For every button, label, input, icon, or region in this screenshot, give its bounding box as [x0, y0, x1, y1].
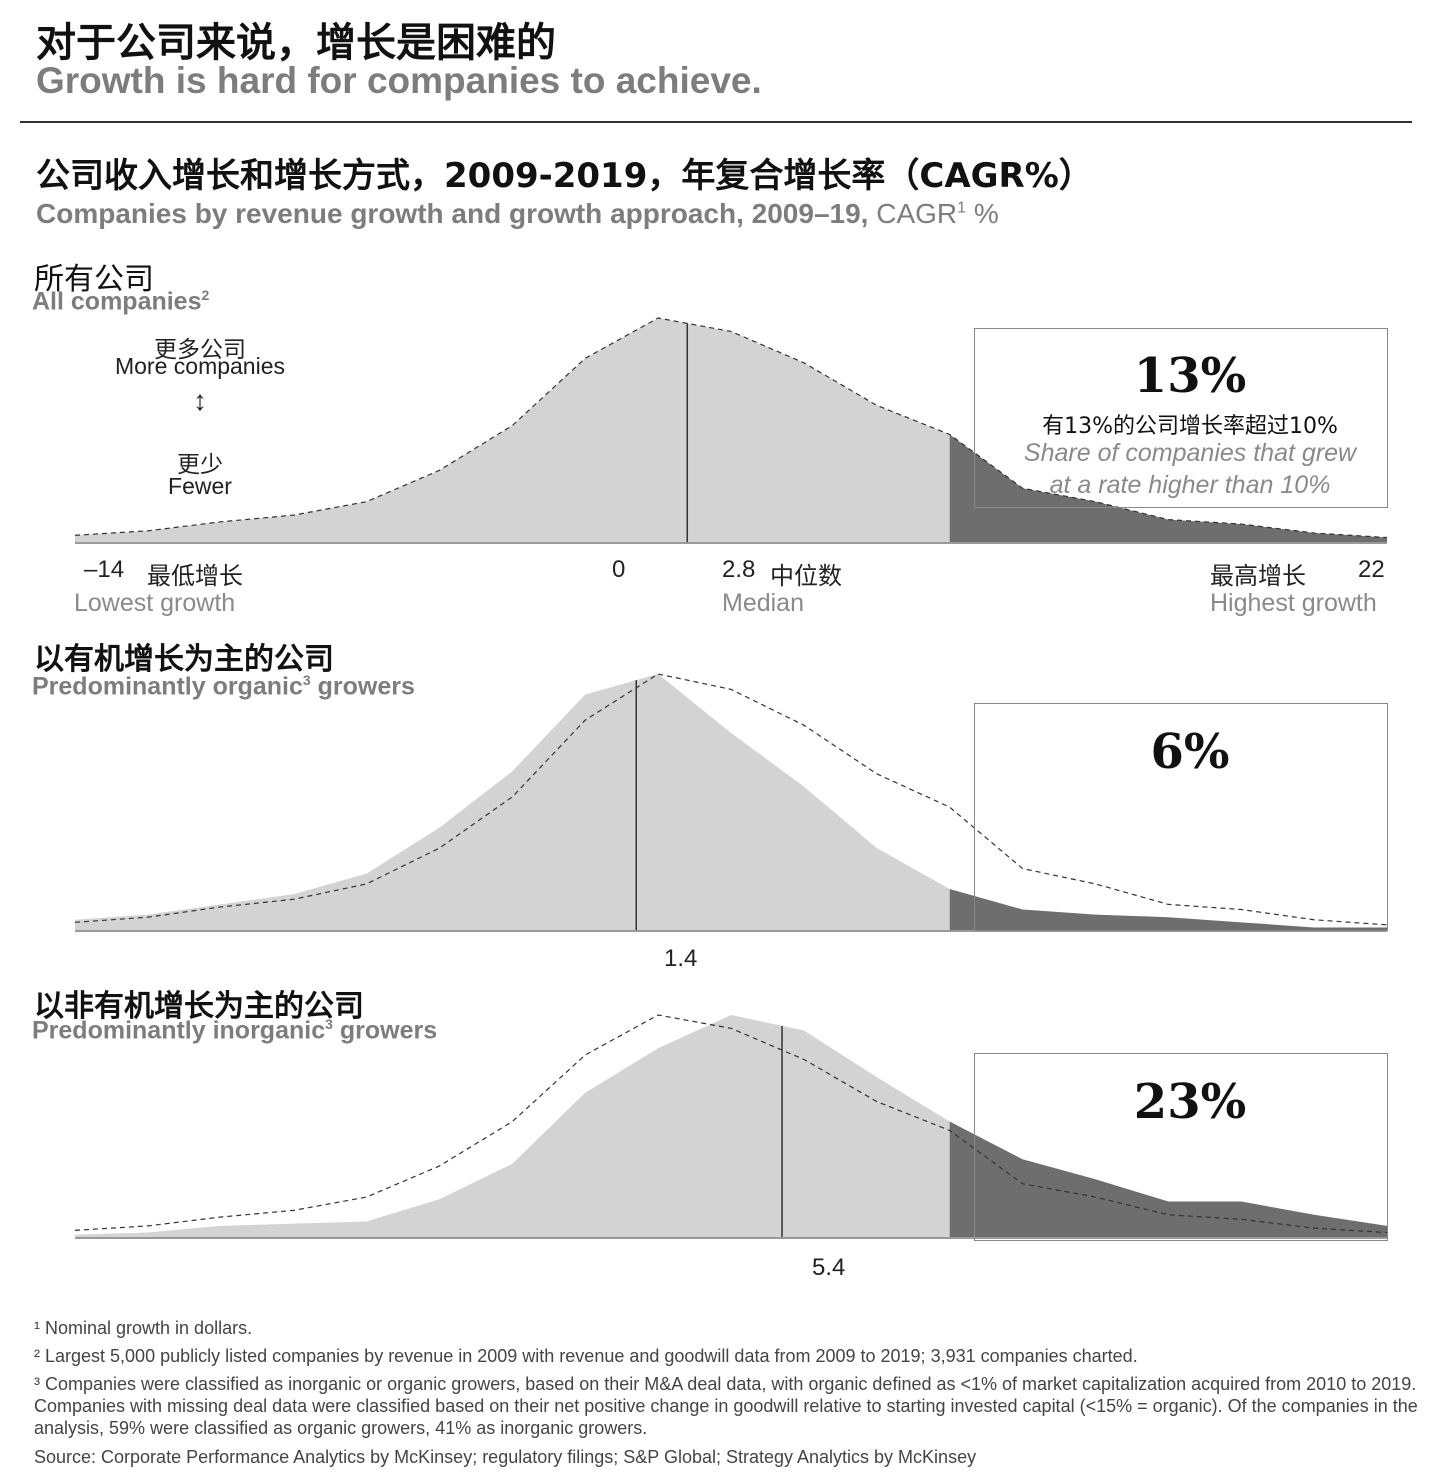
- all-companies-dashed-line: [74, 317, 1388, 539]
- axis-highest-zh: 最高增长: [1210, 562, 1306, 590]
- updown-arrow-icon: ↕: [193, 385, 207, 416]
- all-companies-dashed-line: [74, 1014, 1388, 1234]
- share-pct-inorganic: 23%: [1133, 1074, 1247, 1130]
- panel-organic-title-zh: 以有机增长为主的公司: [34, 642, 334, 677]
- all-companies-dashed-line: [74, 673, 1388, 926]
- panel-inorganic-title-zh: 以非有机增长为主的公司: [34, 989, 364, 1024]
- chart-organic-growers: [74, 673, 1388, 932]
- high-growth-area: [949, 889, 1387, 930]
- panel-inorganic-title-en: Predominantly inorganic3 growers: [32, 1016, 437, 1045]
- footnote-ref-3: 3: [302, 672, 311, 688]
- footnote-2: ² Largest 5,000 publicly listed companie…: [34, 1346, 1138, 1366]
- panel-organic-title-en-tail: growers: [310, 672, 415, 701]
- share-desc-zh: 有13%的公司增长率超过10%: [1042, 414, 1338, 439]
- panel-organic-title-en-text: Predominantly organic: [32, 672, 303, 701]
- axis-max-label: 22: [1358, 556, 1385, 583]
- distribution-area: [75, 318, 950, 542]
- footnote-ref-1: 1: [957, 199, 967, 217]
- median-value-all: 2.8: [722, 556, 756, 583]
- share-pct-all: 13%: [1133, 348, 1247, 404]
- chart-subtitle-en-main: Companies by revenue growth and growth a…: [36, 198, 869, 229]
- axis-lowest-en: Lowest growth: [74, 589, 236, 617]
- median-label-zh: 中位数: [770, 562, 842, 590]
- panel-organic-title-en: Predominantly organic3 growers: [32, 672, 415, 701]
- chart-all-companies: [74, 317, 1388, 544]
- chart-inorganic-growers: [74, 1014, 1388, 1239]
- high-growth-area: [949, 1121, 1387, 1237]
- legend-more-zh: 更多公司: [154, 337, 246, 363]
- page-title-zh: 对于公司来说，增长是困难的: [36, 20, 556, 66]
- legend-fewer-en: Fewer: [168, 473, 232, 499]
- share-box-inorganic: [974, 1053, 1388, 1241]
- median-label-en: Median: [722, 589, 804, 617]
- panel-all-title-zh: 所有公司: [34, 262, 154, 297]
- distribution-area: [75, 1015, 950, 1237]
- chart-subtitle-en-pct: %: [966, 198, 999, 229]
- legend-more-en: More companies: [114, 353, 286, 379]
- source-note: Source: Corporate Performance Analytics …: [34, 1447, 977, 1467]
- footnote-ref-3b: 3: [325, 1016, 333, 1032]
- page-title-en: Growth is hard for companies to achieve.: [36, 60, 762, 101]
- panel-inorganic-title-en-tail: growers: [332, 1016, 438, 1045]
- panel-inorganic-title-en-text: Predominantly inorganic: [32, 1016, 326, 1045]
- panel-all-title-en-text: All companies: [32, 287, 202, 316]
- header-divider: [20, 121, 1412, 123]
- footnote-3: ³ Companies were classified as inorganic…: [34, 1374, 1418, 1438]
- distribution-area: [75, 674, 950, 930]
- share-desc-en-line2: at a rate higher than 10%: [1049, 471, 1331, 499]
- axis-zero-label: 0: [612, 556, 626, 583]
- share-desc-en-line1: Share of companies that grew: [1023, 439, 1357, 467]
- axis-min-label: –14: [84, 556, 125, 583]
- share-box-organic: [974, 703, 1388, 931]
- chart-subtitle-en-unit: CAGR: [876, 198, 958, 229]
- share-box-all: [974, 328, 1388, 508]
- high-growth-area: [949, 434, 1387, 542]
- median-value-organic: 1.4: [664, 945, 698, 972]
- median-value-inorganic: 5.4: [812, 1254, 846, 1281]
- legend-fewer-zh: 更少: [177, 452, 223, 478]
- chart-subtitle-zh: 公司收入增长和增长方式，2009-2019，年复合增长率（CAGR%）: [36, 156, 1093, 196]
- share-pct-organic: 6%: [1150, 724, 1230, 780]
- chart-subtitle-en: Companies by revenue growth and growth a…: [36, 198, 999, 230]
- axis-lowest-zh: 最低增长: [147, 562, 243, 590]
- axis-highest-en: Highest growth: [1210, 589, 1377, 617]
- panel-all-title-en: All companies2: [32, 287, 209, 316]
- footnote-1: ¹ Nominal growth in dollars.: [34, 1318, 253, 1338]
- footnote-ref-2: 2: [201, 287, 210, 303]
